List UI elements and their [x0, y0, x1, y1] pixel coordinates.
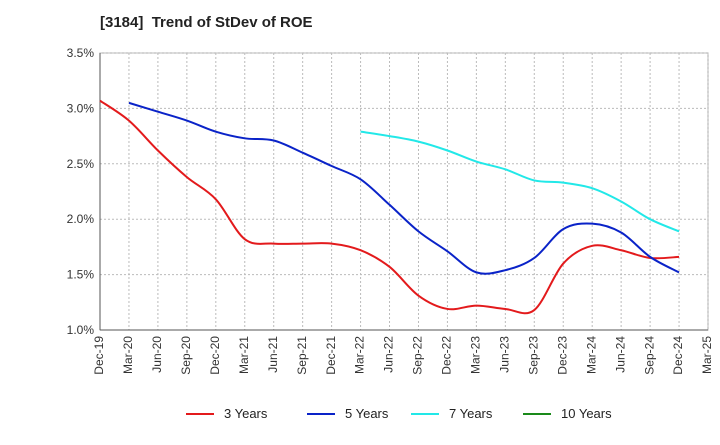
x-tick-label: Jun-22 [382, 336, 396, 373]
x-tick-label: Mar-20 [121, 336, 135, 374]
chart-title: [3184] Trend of StDev of ROE [100, 14, 313, 31]
legend-label-10-years: 10 Years [561, 406, 612, 421]
legend-label-5-years: 5 Years [345, 406, 389, 421]
x-tick-label: Sep-20 [179, 336, 193, 375]
series-line-5-years [128, 101, 680, 275]
x-tick-label: Jun-23 [498, 336, 512, 373]
x-tick-label: Mar-23 [469, 336, 483, 374]
x-tick-label: Jun-20 [150, 336, 164, 373]
series-line-3-years [99, 99, 680, 315]
x-tick-label: Sep-22 [411, 336, 425, 375]
x-tick-label: Dec-20 [208, 336, 222, 375]
x-tick-label: Mar-25 [700, 336, 714, 374]
plot-area [99, 52, 709, 331]
x-tick-label: Sep-23 [526, 336, 540, 375]
x-tick-label: Dec-22 [440, 336, 454, 375]
x-tick-label: Sep-21 [295, 336, 309, 375]
x-tick-label: Dec-19 [92, 336, 106, 375]
legend-label-7-years: 7 Years [449, 406, 493, 421]
x-tick-label: Dec-21 [324, 336, 338, 375]
x-tick-label: Mar-24 [584, 336, 598, 374]
y-tick-label: 2.0% [67, 212, 95, 226]
legend-label-3-years: 3 Years [224, 406, 268, 421]
x-tick-label: Jun-21 [266, 336, 280, 373]
y-tick-label: 3.5% [67, 46, 95, 60]
y-tick-label: 1.0% [67, 323, 95, 337]
series-line-7-years [360, 130, 680, 233]
x-tick-label: Dec-23 [555, 336, 569, 375]
x-tick-label: Sep-24 [642, 336, 656, 375]
y-tick-label: 3.0% [67, 101, 95, 115]
x-tick-label: Jun-24 [613, 336, 627, 373]
x-tick-label: Mar-21 [237, 336, 251, 374]
y-tick-label: 1.5% [67, 268, 95, 282]
x-tick-label: Dec-24 [671, 336, 685, 375]
x-tick-label: Mar-22 [353, 336, 367, 374]
y-tick-label: 2.5% [67, 157, 95, 171]
